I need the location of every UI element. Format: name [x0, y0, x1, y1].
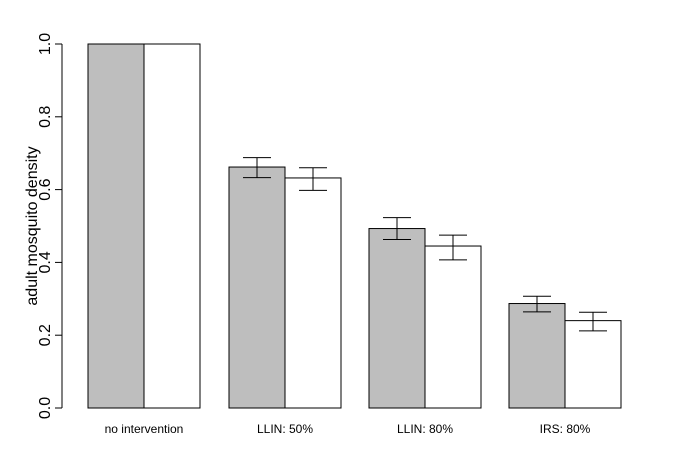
error-bar: [299, 167, 327, 191]
bar-series-1-2: [368, 228, 426, 409]
x-category-label: LLIN: 50%: [257, 422, 313, 436]
x-category-label: no intervention: [105, 422, 184, 436]
y-tick-label: 1.0: [37, 33, 54, 55]
y-axis-title: adult mosquito density: [24, 146, 41, 305]
bar-series-1-3: [508, 303, 566, 409]
bar-series-2-1: [284, 177, 342, 409]
y-tick-label: 0.2: [37, 324, 54, 346]
bar-series-1-1: [228, 166, 286, 409]
bar-series-2-0: [143, 43, 201, 409]
bar-series-2-2: [424, 245, 482, 409]
x-category-label: LLIN: 80%: [397, 422, 453, 436]
error-bar: [439, 234, 467, 261]
y-tick-label: 0.0: [37, 397, 54, 419]
y-tick-label: 0.4: [37, 251, 54, 273]
y-axis: 0.0 0.2 0.4 0.6 0.8 1.0: [37, 33, 63, 419]
error-bars-group: [243, 157, 607, 332]
y-tick-label: 0.6: [37, 178, 54, 200]
error-bar: [523, 295, 551, 313]
y-tick-label: 0.8: [37, 106, 54, 128]
bar-series-1-0: [87, 43, 145, 409]
bar-series-2-3: [564, 320, 622, 409]
error-bar: [243, 157, 271, 179]
error-bar: [579, 311, 607, 332]
bars-group: [87, 43, 622, 409]
error-bar: [383, 217, 411, 240]
x-category-label: IRS: 80%: [540, 422, 591, 436]
category-labels: no intervention LLIN: 50% LLIN: 80% IRS: 80…: [105, 422, 591, 436]
